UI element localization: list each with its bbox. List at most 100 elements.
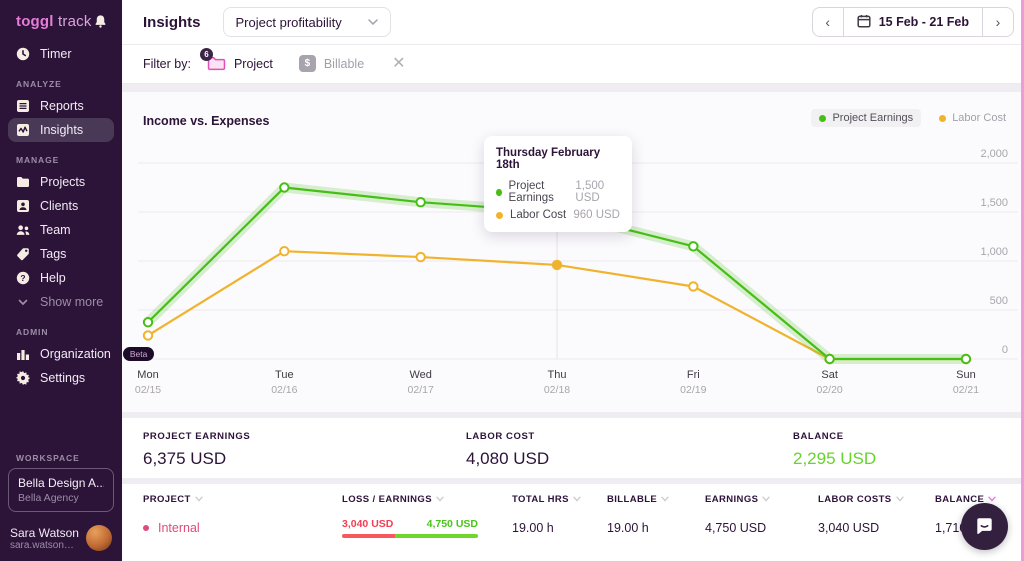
x-axis-day: Sun [956,369,976,381]
clear-filters-icon[interactable]: ✕ [392,55,406,72]
sidebar-item-insights[interactable]: Insights [8,118,114,142]
page-title: Insights [143,13,201,31]
x-axis-tick: Tue 02/16 [239,369,329,396]
beta-badge: Beta [122,347,155,361]
workspace-selector[interactable]: Bella Design A... Bella Agency [8,468,114,512]
sidebar-item-team[interactable]: Team [0,218,122,242]
legend-item-project-earnings[interactable]: Project Earnings [811,109,922,127]
chat-bubble-icon [977,518,992,534]
summary-value: 2,295 USD [793,449,877,468]
tooltip-row: Labor Cost 960 USD [496,209,620,221]
column-header-balance[interactable]: BALANCE [935,494,1024,505]
sidebar-item-organization[interactable]: Organization Beta [0,342,155,366]
nav-section-label: ANALYZE [16,79,62,89]
legend-dot [939,114,947,122]
sidebar-item-help[interactable]: ? Help [0,266,122,290]
summary-label: PROJECT EARNINGS [143,431,251,442]
x-axis-date: 02/17 [407,384,434,396]
legend-item-labor-cost[interactable]: Labor Cost [931,109,1014,127]
sidebar-item-label: Insights [40,123,84,137]
column-header-project[interactable]: PROJECT [143,494,342,505]
legend-label: Project Earnings [832,112,914,124]
filter-chip-label: Project [233,56,273,71]
sidebar-item-settings[interactable]: Settings [0,366,122,390]
sidebar-item-reports[interactable]: Reports [0,94,122,118]
column-header-total-hrs[interactable]: TOTAL HRS [512,494,607,505]
sort-chevron-icon [436,494,444,505]
team-icon [16,223,30,237]
filter-chip-label: Billable [323,56,365,71]
x-axis-tick: Sat 02/20 [785,369,875,396]
summary-label: LABOR COST [466,431,535,442]
x-axis-date: 02/15 [134,384,162,396]
report-type-dropdown[interactable]: Project profitability [222,7,391,37]
earnings-amount: 4,750 USD [426,518,478,530]
gear-icon [16,371,30,385]
reports-icon [16,99,30,113]
filter-chip-billable[interactable]: $ Billable [298,55,365,73]
workspace-name: Bella Design A... [18,476,104,490]
column-label: BALANCE [935,494,985,505]
page-header: Insights Project profitability ‹ 15 Feb … [122,0,1024,45]
chart-card: Income vs. Expenses Project Earnings Lab… [122,92,1024,412]
x-axis-date: 02/21 [952,384,980,396]
sidebar-item-timer[interactable]: Timer [0,42,122,66]
table-row[interactable]: Internal 3,040 USD 4,750 USD 19.00 h 19. [122,518,1024,538]
project-color-dot [143,525,149,531]
x-axis-tick: Wed 02/17 [376,369,466,396]
insights-icon [16,123,30,137]
legend-dot [819,114,827,122]
notifications-bell-icon[interactable] [93,14,108,29]
next-period-button[interactable]: › [995,14,1001,30]
column-label: PROJECT [143,494,191,505]
date-range-label: 15 Feb - 21 Feb [878,15,969,29]
tooltip-series-dot [496,211,503,219]
sidebar-item-show-more[interactable]: Show more [0,290,122,314]
sort-chevron-icon [895,494,904,505]
column-label: BILLABLE [607,494,658,505]
help-icon: ? [16,271,30,285]
filter-chip-project[interactable]: 6 Project [199,48,273,71]
billable-cell: 19.00 h [607,521,649,535]
org-icon [16,347,30,361]
data-point [824,353,835,365]
project-cell[interactable]: Internal [143,521,342,535]
logo-bold: toggl [16,13,54,30]
filter-count-badge: 6 [199,48,213,62]
summary-label: BALANCE [793,431,844,442]
x-axis-date: 02/16 [271,384,298,396]
sidebar-item-label: Settings [40,371,86,385]
column-header-loss-earnings[interactable]: LOSS / EARNINGS [342,494,512,505]
chat-widget-button[interactable] [961,503,1008,550]
column-header-earnings[interactable]: EARNINGS [705,494,818,505]
y-axis-tick: 0 [1001,344,1008,356]
logo-light: track [58,13,92,30]
data-point [415,251,426,263]
sidebar-item-label: Help [40,271,66,285]
sidebar-item-projects[interactable]: Projects [0,170,122,194]
column-header-billable[interactable]: BILLABLE [607,494,705,505]
sidebar-item-label: Organization [40,347,111,361]
workspace-org: Bella Agency [18,492,79,504]
summary-totals: PROJECT EARNINGS 6,375 USD LABOR COST 4,… [122,418,1024,478]
user-profile[interactable]: Sara Watson sara.watson@toggl... [8,525,114,551]
tooltip-series-label: Project Earnings [508,180,554,204]
toggl-track-logo[interactable]: toggl track [16,13,92,30]
client-icon [16,199,30,213]
sidebar: toggl track Timer ANALYZE Reports Insigh… [0,0,155,561]
sidebar-item-tags[interactable]: Tags [0,242,122,266]
prev-period-button[interactable]: ‹ [825,14,831,30]
avatar [86,525,112,551]
column-header-labor-costs[interactable]: LABOR COSTS [818,494,935,505]
column-label: LABOR COSTS [818,494,892,505]
date-range-button[interactable]: 15 Feb - 21 Feb [842,8,983,36]
data-point [960,353,972,365]
data-point [279,246,290,257]
sidebar-item-label: Team [40,223,71,237]
data-point [688,241,699,252]
column-label: LOSS / EARNINGS [342,494,432,505]
sidebar-item-clients[interactable]: Clients [0,194,122,218]
summary-balance: BALANCE 2,295 USD [793,431,876,469]
chart-tooltip: Thursday February 18th Project Earnings … [484,136,632,232]
summary-value: 6,375 USD [143,449,227,468]
